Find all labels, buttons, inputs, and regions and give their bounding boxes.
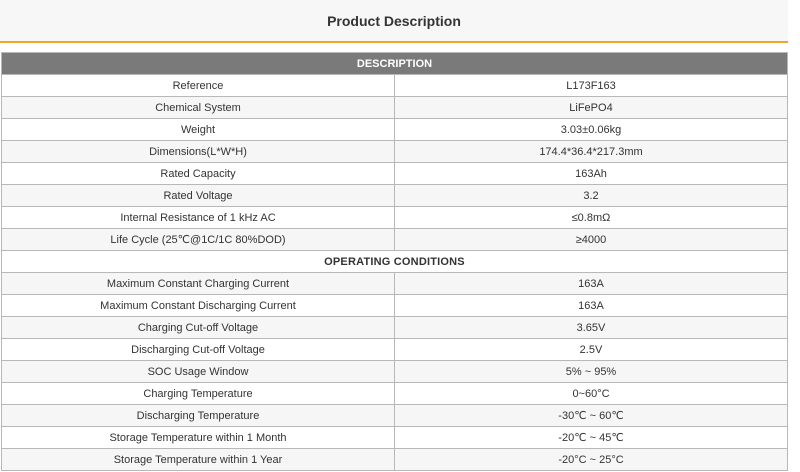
table-row: Dimensions(L*W*H) 174.4*36.4*217.3mm bbox=[1, 140, 788, 163]
row-value: 0~60°C bbox=[394, 382, 788, 405]
table-row: Reference L173F163 bbox=[1, 74, 788, 97]
spec-table: DESCRIPTION Reference L173F163 Chemical … bbox=[1, 52, 788, 471]
table-row: Rated Voltage 3.2 bbox=[1, 184, 788, 207]
row-label: Life Cycle (25℃@1C/1C 80%DOD) bbox=[1, 228, 395, 251]
row-value: -20°C ~ 25°C bbox=[394, 448, 788, 471]
section-header: Product Description bbox=[0, 0, 788, 43]
row-label: Rated Voltage bbox=[1, 184, 395, 207]
row-label: SOC Usage Window bbox=[1, 360, 395, 383]
page-title: Product Description bbox=[327, 13, 461, 29]
row-label: Discharging Temperature bbox=[1, 404, 395, 427]
row-value: -20℃ ~ 45℃ bbox=[394, 426, 788, 449]
operating-heading-row: OPERATING CONDITIONS bbox=[1, 250, 788, 273]
row-value: 3.65V bbox=[394, 316, 788, 339]
row-label: Dimensions(L*W*H) bbox=[1, 140, 395, 163]
table-row: Maximum Constant Charging Current 163A bbox=[1, 272, 788, 295]
row-label: Weight bbox=[1, 118, 395, 141]
row-value: 174.4*36.4*217.3mm bbox=[394, 140, 788, 163]
table-row: Life Cycle (25℃@1C/1C 80%DOD) ≥4000 bbox=[1, 228, 788, 251]
table-row: Discharging Temperature -30℃ ~ 60℃ bbox=[1, 404, 788, 427]
row-label: Storage Temperature within 1 Month bbox=[1, 426, 395, 449]
table-row: Charging Cut-off Voltage 3.65V bbox=[1, 316, 788, 339]
table-row: Storage Temperature within 1 Year -20°C … bbox=[1, 448, 788, 471]
table-row: Maximum Constant Discharging Current 163… bbox=[1, 294, 788, 317]
row-label: Chemical System bbox=[1, 96, 395, 119]
table-row: Rated Capacity 163Ah bbox=[1, 162, 788, 185]
row-label: Reference bbox=[1, 74, 395, 97]
table-row: Weight 3.03±0.06kg bbox=[1, 118, 788, 141]
row-value: 163A bbox=[394, 272, 788, 295]
row-value: 163A bbox=[394, 294, 788, 317]
table-row: Discharging Cut-off Voltage 2.5V bbox=[1, 338, 788, 361]
row-label: Internal Resistance of 1 kHz AC bbox=[1, 206, 395, 229]
row-value: L173F163 bbox=[394, 74, 788, 97]
row-value: 5% ~ 95% bbox=[394, 360, 788, 383]
row-label: Maximum Constant Discharging Current bbox=[1, 294, 395, 317]
row-value: 3.03±0.06kg bbox=[394, 118, 788, 141]
table-row: SOC Usage Window 5% ~ 95% bbox=[1, 360, 788, 383]
row-value: ≥4000 bbox=[394, 228, 788, 251]
table-row: Internal Resistance of 1 kHz AC ≤0.8mΩ bbox=[1, 206, 788, 229]
operating-heading: OPERATING CONDITIONS bbox=[1, 250, 788, 273]
table-row: Charging Temperature 0~60°C bbox=[1, 382, 788, 405]
spec-table-body: DESCRIPTION Reference L173F163 Chemical … bbox=[1, 52, 788, 471]
row-label: Storage Temperature within 1 Year bbox=[1, 448, 395, 471]
row-label: Maximum Constant Charging Current bbox=[1, 272, 395, 295]
table-row: Storage Temperature within 1 Month -20℃ … bbox=[1, 426, 788, 449]
row-value: 3.2 bbox=[394, 184, 788, 207]
row-value: 2.5V bbox=[394, 338, 788, 361]
row-value: -30℃ ~ 60℃ bbox=[394, 404, 788, 427]
row-value: 163Ah bbox=[394, 162, 788, 185]
row-label: Charging Temperature bbox=[1, 382, 395, 405]
row-label: Discharging Cut-off Voltage bbox=[1, 338, 395, 361]
description-heading-row: DESCRIPTION bbox=[1, 52, 788, 75]
table-row: Chemical System LiFePO4 bbox=[1, 96, 788, 119]
row-value: LiFePO4 bbox=[394, 96, 788, 119]
description-heading: DESCRIPTION bbox=[1, 52, 788, 75]
row-label: Rated Capacity bbox=[1, 162, 395, 185]
row-value: ≤0.8mΩ bbox=[394, 206, 788, 229]
row-label: Charging Cut-off Voltage bbox=[1, 316, 395, 339]
